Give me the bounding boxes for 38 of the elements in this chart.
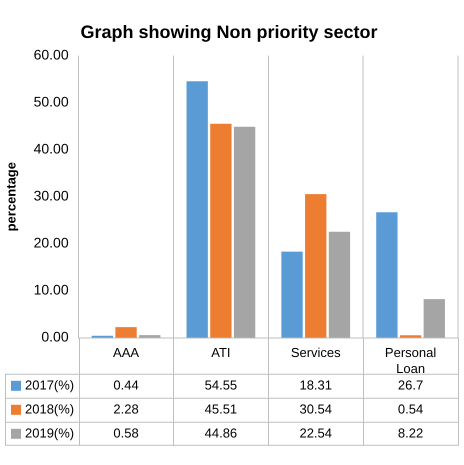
x-tick-label: Personal Loan	[384, 345, 436, 376]
data-label: 0.54	[398, 401, 424, 416]
bar	[115, 327, 137, 338]
data-label: 44.86	[204, 425, 238, 440]
y-tick-label: 40.00	[34, 140, 69, 157]
legend-label: 2019(%)	[25, 425, 74, 440]
bar	[210, 124, 232, 338]
x-tick-label: AAA	[113, 345, 140, 360]
y-tick-label: 30.00	[34, 188, 69, 204]
bar	[281, 252, 303, 338]
y-axis-title: percentage	[3, 162, 18, 232]
data-label: 26.7	[398, 377, 424, 392]
legend-label: 2017(%)	[25, 377, 74, 392]
data-label: 18.31	[299, 377, 332, 392]
bar	[424, 299, 445, 338]
y-tick-label: 0.00	[41, 328, 69, 345]
bar	[328, 232, 350, 338]
bar	[376, 212, 398, 338]
bar	[234, 126, 256, 338]
data-label: 2.28	[113, 401, 139, 416]
y-tick-label: 50.00	[34, 93, 69, 110]
data-label: 45.51	[204, 401, 238, 416]
y-tick-label: 10.00	[34, 282, 69, 298]
chart-title: Graph showing Non priority sector	[80, 22, 378, 42]
bar	[305, 194, 326, 338]
data-label: 0.44	[113, 377, 139, 392]
legend-label: 2018(%)	[25, 401, 74, 416]
data-label: 8.22	[398, 425, 424, 440]
bar	[186, 81, 208, 338]
bar	[139, 335, 160, 338]
data-label: 30.54	[299, 401, 332, 416]
y-tick-label: 60.00	[34, 46, 69, 62]
data-label: 22.54	[299, 425, 332, 440]
x-tick-label: Services	[290, 345, 342, 360]
x-tick-label: ATI	[211, 345, 231, 360]
data-label: 0.58	[113, 425, 139, 440]
data-label: 54.55	[204, 377, 238, 392]
y-tick-label: 20.00	[34, 234, 69, 251]
